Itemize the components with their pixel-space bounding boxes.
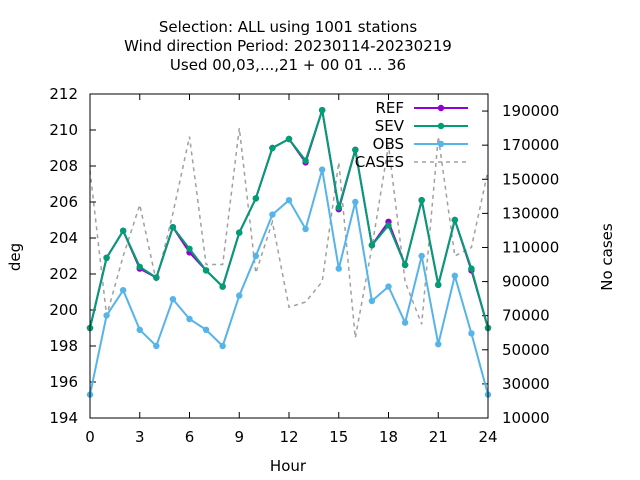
- y2-tick-label: 90000: [502, 273, 550, 291]
- data-point-obs: [285, 197, 293, 204]
- data-point-obs: [236, 292, 243, 299]
- legend-label-ref: REF: [375, 99, 404, 117]
- data-point-sev: [119, 227, 127, 234]
- data-point-obs: [302, 225, 309, 233]
- data-point-sev: [302, 157, 309, 164]
- data-point-obs: [219, 342, 226, 350]
- y-tick-label: 208: [49, 157, 78, 175]
- data-point-sev: [285, 135, 293, 143]
- data-point-obs: [401, 319, 409, 326]
- y2-tick-label: 170000: [502, 136, 559, 154]
- x-tick-label: 6: [185, 428, 195, 446]
- y-tick-label: 212: [49, 85, 78, 103]
- x-tick-label: 18: [379, 428, 398, 446]
- data-point-sev: [468, 265, 475, 272]
- y2-axis-label: No cases: [598, 223, 616, 291]
- data-point-obs: [153, 342, 160, 350]
- data-point-sev: [385, 222, 392, 229]
- y2-tick-label: 130000: [502, 204, 559, 222]
- y-tick-label: 202: [49, 265, 78, 283]
- data-point-sev: [153, 274, 160, 281]
- data-point-obs: [451, 272, 459, 279]
- data-point-sev: [252, 195, 260, 202]
- y2-tick-label: 110000: [502, 238, 559, 256]
- data-point-obs: [468, 330, 475, 337]
- legend-label-sev: SEV: [375, 117, 405, 135]
- x-tick-label: 24: [478, 428, 497, 446]
- data-point-sev: [318, 107, 326, 114]
- legend-marker-sev: [437, 122, 445, 130]
- data-point-obs: [119, 287, 127, 294]
- data-point-sev: [169, 224, 177, 231]
- series-line-cases: [89, 128, 489, 339]
- ticks: 0 3 6 9 12 15 18 21 24 194 196 198 200 202 204 206 208 21…: [49, 85, 559, 446]
- chart-title-line-3: Used 00,03,...,21 + 00 01 ... 36: [170, 56, 406, 74]
- y2-tick-label: 10000: [502, 409, 550, 427]
- data-point-sev: [435, 281, 442, 288]
- series-layer: [86, 107, 492, 398]
- data-point-sev: [236, 229, 243, 236]
- data-point-obs: [318, 166, 326, 173]
- y-tick-label: 194: [49, 409, 78, 427]
- data-point-obs: [169, 296, 177, 303]
- x-tick-label: 9: [234, 428, 244, 446]
- y2-tick-label: 50000: [502, 341, 550, 359]
- x-tick-label: 15: [329, 428, 348, 446]
- legend-marker-ref: [437, 104, 445, 112]
- data-point-obs: [186, 315, 193, 323]
- data-point-obs: [335, 265, 342, 272]
- data-point-sev: [103, 254, 110, 261]
- y-tick-label: 210: [49, 121, 78, 139]
- legend-marker-obs: [437, 140, 445, 148]
- y-axis-label: deg: [6, 243, 24, 271]
- y2-tick-label: 190000: [502, 102, 559, 120]
- data-point-sev: [451, 216, 459, 224]
- x-tick-label: 0: [85, 428, 95, 446]
- data-point-obs: [103, 312, 110, 319]
- y2-tick-label: 30000: [502, 375, 550, 393]
- data-point-obs: [368, 297, 376, 305]
- data-point-sev: [352, 146, 359, 153]
- y2-tick-label: 150000: [502, 170, 559, 188]
- x-tick-label: 21: [429, 428, 448, 446]
- data-point-sev: [136, 263, 143, 270]
- data-point-obs: [136, 326, 143, 333]
- x-tick-label: 3: [135, 428, 145, 446]
- data-point-obs: [418, 252, 425, 260]
- y-tick-label: 206: [49, 193, 78, 211]
- x-tick-label: 12: [279, 428, 298, 446]
- y-tick-label: 204: [49, 229, 78, 247]
- data-point-sev: [401, 261, 409, 269]
- data-point-obs: [269, 211, 276, 218]
- y-tick-label: 198: [49, 337, 78, 355]
- data-point-sev: [202, 267, 210, 274]
- y-tick-label: 196: [49, 373, 78, 391]
- legend-label-obs: OBS: [373, 135, 404, 153]
- data-point-sev: [368, 242, 376, 249]
- legend-label-cases: CASES: [355, 153, 404, 171]
- data-point-sev: [335, 204, 342, 211]
- data-point-obs: [385, 283, 392, 290]
- y-tick-label: 200: [49, 301, 78, 319]
- y2-tick-label: 70000: [502, 307, 550, 325]
- data-point-sev: [219, 283, 226, 290]
- chart-title-line-1: Selection: ALL using 1001 stations: [159, 18, 418, 36]
- data-point-obs: [252, 252, 260, 260]
- data-point-obs: [435, 341, 442, 348]
- data-point-sev: [186, 245, 193, 252]
- data-point-sev: [269, 144, 276, 152]
- chart-title-line-2: Wind direction Period: 20230114-20230219: [124, 37, 452, 55]
- data-point-obs: [202, 326, 210, 333]
- plot-frame: [89, 93, 489, 419]
- data-point-sev: [418, 197, 425, 204]
- data-point-obs: [352, 198, 359, 206]
- x-axis-label: Hour: [270, 457, 307, 475]
